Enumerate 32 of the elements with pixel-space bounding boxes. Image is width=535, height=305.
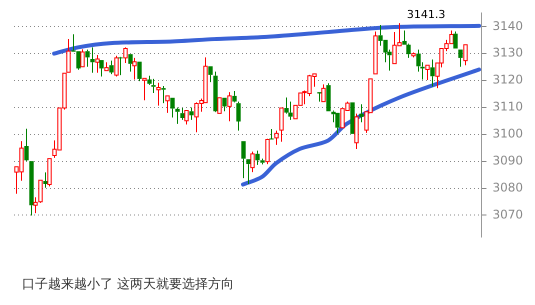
candlestick [326, 82, 331, 112]
candlestick [99, 60, 104, 78]
y-tick-label: 3100 [492, 126, 524, 141]
y-tick-label: 3130 [492, 46, 524, 60]
candlestick [189, 106, 194, 120]
candlestick [175, 106, 180, 124]
y-tick-label: 3110 [492, 100, 524, 114]
candlestick [128, 54, 133, 72]
y-tick-label: 3140 [492, 18, 524, 33]
y-tick-label: 3080 [492, 180, 524, 194]
line-series [241, 68, 482, 187]
candlestick [255, 150, 260, 166]
y-tick-label: 3070 [492, 207, 524, 222]
candlestick [43, 172, 48, 188]
candlestick [180, 108, 185, 120]
candlestick [317, 92, 322, 102]
candlestick [109, 60, 114, 75]
candlestick [241, 141, 246, 179]
annotation: 3141.3 [406, 8, 446, 22]
text: 口子越来越小了 这两天就要选择方向 [22, 276, 234, 293]
candlestick [246, 159, 251, 184]
candlestick [85, 49, 90, 68]
candlestick [213, 71, 218, 113]
candlestick [359, 104, 364, 123]
candlestick [458, 50, 463, 68]
candlestick [236, 101, 241, 132]
candlestick [406, 43, 411, 58]
candlestick [288, 101, 293, 120]
y-tick-label: 3090 [492, 153, 524, 168]
y-tick-label: 3120 [492, 72, 524, 87]
candlestick [24, 128, 29, 162]
line-series [52, 24, 482, 56]
